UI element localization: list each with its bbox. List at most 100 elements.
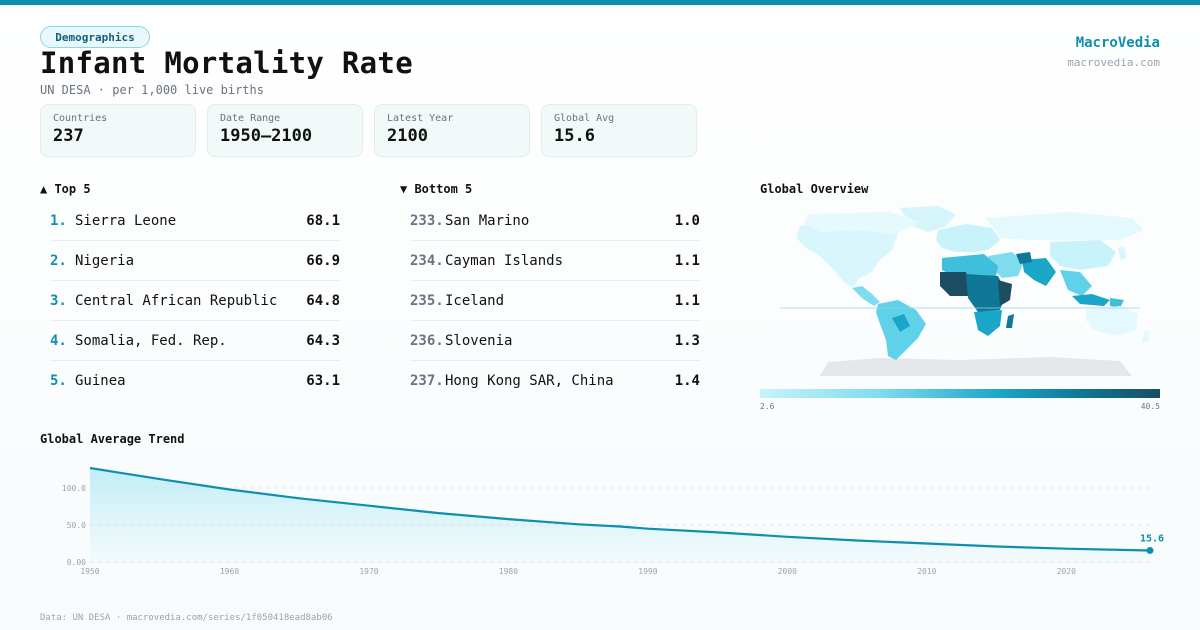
country-value: 64.3 — [306, 332, 340, 349]
region-east-asia — [1050, 240, 1116, 270]
country-name: San Marino — [445, 212, 530, 229]
list-item[interactable]: 1. Sierra Leone 68.1 — [50, 201, 340, 241]
region-new-zealand — [1142, 330, 1150, 342]
region-png — [1110, 298, 1124, 308]
color-scale-min: 2.6 — [760, 402, 775, 411]
top5-heading: ▲ Top 5 — [40, 182, 91, 196]
rank-number: 234. — [410, 252, 444, 269]
region-indonesia — [1072, 294, 1110, 306]
country-name: Sierra Leone — [75, 212, 177, 229]
rank-number: 3. — [50, 292, 67, 309]
country-name: Slovenia — [445, 332, 513, 349]
x-tick-label: 1970 — [359, 567, 378, 576]
bottom5-list: 233. San Marino 1.0 234. Cayman Islands … — [410, 201, 700, 401]
country-value: 1.3 — [674, 332, 700, 349]
list-item[interactable]: 3. Central African Republic 64.8 — [50, 281, 340, 321]
list-item[interactable]: 233. San Marino 1.0 — [410, 201, 700, 241]
rank-number: 2. — [50, 252, 67, 269]
country-name: Iceland — [445, 292, 505, 309]
country-name: Cayman Islands — [445, 252, 564, 269]
stat-value: 15.6 — [554, 126, 595, 146]
region-canada — [804, 212, 920, 234]
x-tick-label: 2000 — [778, 567, 797, 576]
list-item[interactable]: 5. Guinea 63.1 — [50, 361, 340, 401]
country-name: Somalia, Fed. Rep. — [75, 332, 227, 349]
list-item[interactable]: 237. Hong Kong SAR, China 1.4 — [410, 361, 700, 401]
list-item[interactable]: 236. Slovenia 1.3 — [410, 321, 700, 361]
region-africa-west — [940, 272, 970, 296]
stat-label: Latest Year — [387, 113, 454, 124]
x-tick-label: 2020 — [1057, 567, 1076, 576]
region-middle-east — [988, 252, 1024, 278]
x-tick-label: 1980 — [499, 567, 518, 576]
trend-line — [89, 466, 1151, 552]
stat-value: 2100 — [387, 126, 428, 146]
region-afghanistan — [1016, 252, 1032, 264]
stat-label: Countries — [53, 113, 108, 124]
region-africa-central — [966, 274, 1006, 312]
color-scale-max: 40.5 — [1140, 402, 1160, 411]
x-tick-label: 1990 — [638, 567, 657, 576]
country-name: Nigeria — [75, 252, 135, 269]
last-point — [1146, 546, 1154, 554]
region-bolivia — [892, 314, 910, 332]
brand-url[interactable]: macrovedia.com — [1067, 56, 1160, 69]
region-europe — [936, 224, 1000, 252]
trend-heading: Global Average Trend — [40, 432, 185, 446]
color-scale-bar — [760, 389, 1160, 398]
rank-number: 4. — [50, 332, 67, 349]
rank-number: 5. — [50, 373, 67, 389]
y-tick-label: 0.00 — [67, 558, 86, 567]
x-tick-label: 1950 — [80, 567, 99, 576]
country-value: 1.1 — [674, 292, 700, 309]
x-tick-label: 2010 — [917, 567, 936, 576]
x-tick-label: 1960 — [220, 567, 239, 576]
world-choropleth-map[interactable] — [760, 200, 1160, 384]
category-badge[interactable]: Demographics — [40, 26, 150, 48]
list-item[interactable]: 2. Nigeria 66.9 — [50, 241, 340, 281]
rank-number: 236. — [410, 332, 444, 349]
brand-name[interactable]: MacroVedia — [1075, 35, 1160, 51]
stat-label: Date Range — [220, 113, 281, 124]
country-name: Central African Republic — [75, 292, 278, 309]
country-value: 66.9 — [306, 252, 340, 269]
region-greenland — [900, 206, 956, 232]
last-value-label: 15.6 — [1140, 533, 1164, 544]
region-russia — [986, 212, 1144, 240]
rank-number: 233. — [410, 212, 444, 229]
country-value: 68.1 — [306, 212, 340, 229]
region-north-america — [796, 220, 898, 288]
list-item[interactable]: 235. Iceland 1.1 — [410, 281, 700, 321]
region-central-america — [852, 286, 880, 306]
country-name: Guinea — [75, 373, 126, 389]
country-name: Hong Kong SAR, China — [445, 373, 614, 389]
trend-area — [90, 468, 1150, 562]
page-title: Infant Mortality Rate — [40, 46, 413, 80]
y-tick-label: 50.0 — [67, 521, 86, 530]
region-japan — [1118, 246, 1126, 260]
list-item[interactable]: 234. Cayman Islands 1.1 — [410, 241, 700, 281]
country-value: 64.8 — [306, 292, 340, 309]
country-value: 1.1 — [674, 252, 700, 269]
region-africa-east — [998, 280, 1012, 306]
top5-list: 1. Sierra Leone 68.1 2. Nigeria 66.9 3. … — [50, 201, 340, 401]
country-value: 63.1 — [306, 373, 340, 389]
top-accent-bar — [0, 0, 1200, 5]
stat-card-date-range: Date Range 1950–2100 — [207, 104, 363, 157]
bottom5-heading: ▼ Bottom 5 — [400, 182, 473, 196]
trend-chart[interactable]: 0.00 50.0 100.0 1950 1960 1970 1980 1990 2000 201… — [40, 458, 1170, 578]
stat-card-global-avg: Global Avg 15.6 — [541, 104, 697, 157]
region-africa-south — [974, 310, 1002, 336]
country-value: 1.4 — [674, 373, 700, 389]
region-southeast-asia — [1060, 270, 1092, 296]
rank-number: 235. — [410, 292, 444, 309]
page-subtitle: UN DESA · per 1,000 live births — [40, 83, 264, 97]
y-tick-label: 100.0 — [62, 484, 86, 493]
footer-source: Data: UN DESA · macrovedia.com/series/1f… — [40, 613, 333, 623]
region-south-asia — [1022, 258, 1056, 286]
region-australia — [1086, 306, 1138, 336]
list-item[interactable]: 4. Somalia, Fed. Rep. 64.3 — [50, 321, 340, 361]
map-heading: Global Overview — [760, 182, 869, 196]
stat-value: 1950–2100 — [220, 126, 313, 146]
stat-card-countries: Countries 237 — [40, 104, 196, 157]
